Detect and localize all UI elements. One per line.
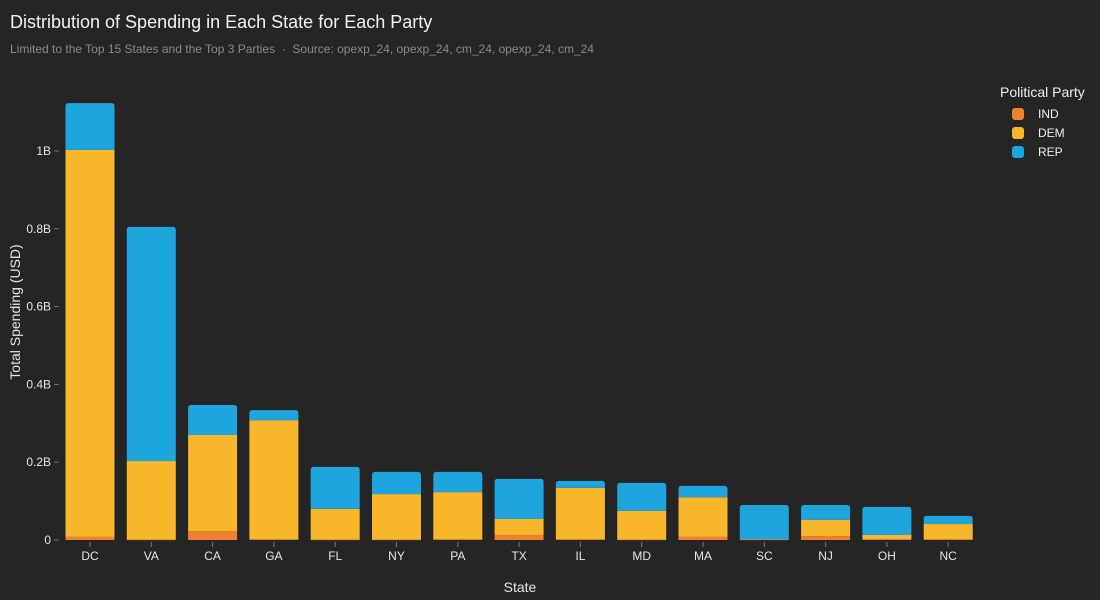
y-tick-label: 0 — [44, 533, 51, 547]
bar-segment-rep — [494, 478, 544, 519]
x-axis-label: State — [504, 579, 537, 595]
y-tick-label: 1B — [36, 144, 51, 158]
bar-segment-rep — [617, 482, 667, 511]
bar-segment-dem — [310, 508, 360, 540]
bar-segment-ind — [310, 539, 360, 541]
bar-segment-rep — [739, 504, 789, 540]
bar-segment-rep — [801, 504, 851, 520]
legend-label: IND — [1038, 106, 1059, 121]
bar-segment-rep — [433, 471, 483, 493]
bar-segment-rep — [678, 485, 728, 498]
bar-segment-dem — [678, 497, 728, 537]
bar-segment-rep — [862, 506, 912, 535]
separator: · — [275, 42, 293, 56]
x-tick-label: NC — [940, 549, 958, 563]
bar-segment-ind — [862, 539, 912, 540]
bar-segment-dem — [739, 539, 789, 540]
bar-segment-ind — [188, 531, 238, 540]
bar-segment-rep — [126, 226, 176, 462]
chart-subtitle: Limited to the Top 15 States and the Top… — [10, 42, 594, 56]
bar-segment-rep — [65, 103, 115, 150]
legend-swatch — [1012, 145, 1024, 158]
x-tick-label: PA — [450, 549, 465, 563]
x-tick-label: NJ — [818, 549, 833, 563]
bar-segment-dem — [617, 510, 667, 540]
x-tick-label: MD — [632, 549, 651, 563]
x-tick-label: VA — [144, 549, 159, 563]
bar-segment-ind — [801, 536, 851, 540]
x-tick-label: SC — [756, 549, 773, 563]
bar-segment-dem — [801, 519, 851, 537]
x-tick-label: OH — [878, 549, 896, 563]
legend-swatch — [1012, 126, 1024, 139]
bar-segment-rep — [310, 466, 360, 509]
bar-segment-rep — [249, 410, 299, 421]
bar-segment-ind — [126, 539, 176, 541]
x-tick-label: NY — [388, 549, 405, 563]
y-tick-label: 0.6B — [26, 300, 51, 314]
x-tick-label: DC — [81, 549, 99, 563]
x-tick-label: TX — [511, 549, 526, 563]
bar-segment-rep — [188, 405, 238, 435]
x-tick-label: CA — [204, 549, 221, 563]
bar-segment-ind — [494, 534, 544, 540]
bar-segment-dem — [188, 434, 238, 532]
bar-segment-dem — [494, 518, 544, 535]
y-tick-label: 0.2B — [26, 455, 51, 469]
legend-label: REP — [1038, 144, 1063, 159]
bar-segment-rep — [372, 471, 421, 495]
source-text: Source: opexp_24, opexp_24, cm_24, opexp… — [292, 42, 594, 56]
x-tick-label: GA — [265, 549, 282, 563]
legend-title: Political Party — [1000, 84, 1085, 100]
chart-title: Distribution of Spending in Each State f… — [10, 12, 433, 32]
bar-segment-dem — [372, 494, 421, 540]
bar-segment-dem — [126, 461, 176, 540]
bar-segment-dem — [433, 492, 483, 540]
x-tick-label: IL — [575, 549, 585, 563]
bar-segment-dem — [65, 149, 115, 537]
y-axis-label: Total Spending (USD) — [7, 244, 23, 379]
bar-segment-ind — [433, 539, 483, 540]
bar-segment-dem — [862, 534, 912, 540]
subtitle-text: Limited to the Top 15 States and the Top… — [10, 42, 276, 56]
legend-item-ind[interactable]: IND — [1000, 104, 1085, 123]
bar-segment-ind — [923, 539, 973, 540]
bar-segment-dem — [923, 524, 973, 540]
bar-segment-dem — [555, 487, 605, 540]
legend-swatch — [1012, 107, 1024, 120]
x-tick-label: MA — [694, 549, 712, 563]
legend-item-rep[interactable]: REP — [1000, 142, 1085, 161]
bar-segment-ind — [678, 536, 728, 540]
legend: Political Party IND DEM REP — [1000, 84, 1085, 161]
y-tick-label: 0.4B — [26, 377, 51, 391]
y-tick-label: 0.8B — [26, 222, 51, 236]
bar-segment-ind — [555, 539, 605, 540]
bar-segment-dem — [249, 420, 299, 540]
bar-segment-ind — [617, 539, 667, 541]
bar-segment-ind — [65, 536, 115, 540]
legend-label: DEM — [1038, 125, 1065, 140]
x-tick-label: FL — [328, 549, 342, 563]
legend-item-dem[interactable]: DEM — [1000, 123, 1085, 142]
bar-segment-rep — [923, 515, 973, 525]
bar-segment-rep — [555, 480, 605, 488]
bar-segment-ind — [372, 539, 421, 541]
bar-segment-ind — [249, 539, 299, 540]
bar-segment-ind — [739, 539, 789, 541]
